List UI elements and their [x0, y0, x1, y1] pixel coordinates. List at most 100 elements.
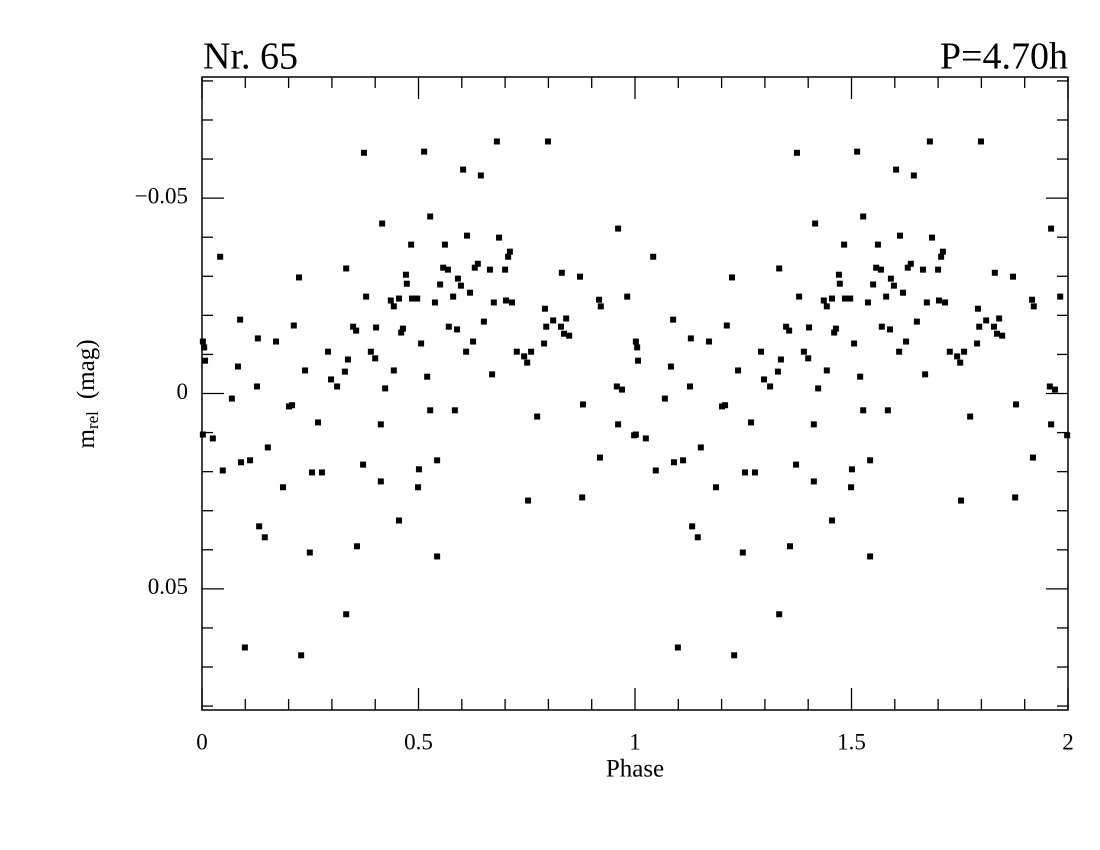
data-point — [580, 401, 587, 408]
data-point — [470, 338, 477, 345]
chart-subtitle: P=4.70h — [940, 36, 1068, 78]
data-point — [234, 363, 241, 370]
data-point — [983, 317, 990, 324]
data-point — [290, 322, 297, 329]
data-point — [652, 467, 659, 474]
x-tick-label: 0.5 — [404, 729, 433, 754]
data-point — [860, 213, 867, 220]
data-point — [354, 543, 361, 550]
data-point — [1052, 386, 1059, 393]
data-point — [767, 383, 774, 390]
data-point — [939, 248, 946, 255]
data-point — [847, 295, 854, 302]
data-point — [851, 340, 858, 347]
data-point — [241, 644, 248, 651]
data-point — [509, 299, 516, 306]
data-point — [350, 323, 357, 330]
data-point — [723, 322, 730, 329]
y-label-subscript: rel — [83, 411, 102, 429]
data-point — [741, 469, 748, 476]
data-point — [1048, 225, 1055, 232]
data-point — [758, 348, 765, 355]
data-point — [739, 549, 746, 556]
data-point — [842, 295, 849, 302]
data-point — [360, 149, 367, 156]
y-tick-label: 0 — [177, 379, 189, 404]
data-point — [577, 273, 584, 280]
data-point — [541, 305, 548, 312]
data-point — [935, 266, 942, 273]
data-point — [521, 353, 528, 360]
data-point — [534, 413, 541, 420]
data-point — [774, 368, 781, 375]
data-point — [256, 523, 263, 530]
data-point — [957, 359, 964, 366]
data-point — [528, 348, 535, 355]
data-point — [1048, 421, 1055, 428]
data-point — [687, 335, 694, 342]
data-point — [544, 138, 551, 145]
data-point — [841, 241, 848, 248]
data-point — [805, 355, 812, 362]
data-point — [502, 266, 509, 273]
data-point — [596, 454, 603, 461]
data-point — [557, 323, 564, 330]
data-point — [377, 421, 384, 428]
data-point — [486, 266, 493, 273]
data-point — [445, 323, 452, 330]
y-axis-label: mrel (mag) — [73, 339, 102, 448]
data-point — [596, 296, 603, 303]
data-point — [424, 373, 431, 380]
data-point — [650, 253, 657, 260]
data-point — [848, 466, 855, 473]
data-point — [506, 248, 513, 255]
data-point — [502, 297, 509, 304]
data-point — [302, 367, 309, 374]
data-point — [318, 469, 325, 476]
data-point — [977, 138, 984, 145]
data-point — [999, 332, 1006, 339]
data-point — [379, 220, 386, 227]
y-label-unit: (mag) — [73, 339, 100, 399]
data-point — [209, 435, 216, 442]
data-point — [398, 329, 405, 336]
data-point — [783, 323, 790, 330]
data-point — [558, 269, 565, 276]
data-point — [360, 461, 367, 468]
data-point — [619, 386, 626, 393]
data-point — [786, 327, 793, 334]
data-point — [751, 469, 758, 476]
data-point — [873, 264, 880, 271]
data-point — [408, 241, 415, 248]
data-point — [387, 297, 394, 304]
data-point — [315, 419, 322, 426]
data-point — [810, 421, 817, 428]
data-point — [942, 299, 949, 306]
data-point — [341, 368, 348, 375]
data-point — [298, 652, 305, 659]
data-point — [632, 338, 639, 345]
data-point — [926, 138, 933, 145]
data-point — [624, 293, 631, 300]
data-point — [728, 274, 735, 281]
data-point — [748, 419, 755, 426]
data-point — [923, 299, 930, 306]
data-point — [946, 348, 953, 355]
data-point — [735, 367, 742, 374]
data-point — [910, 172, 917, 179]
data-point — [1012, 494, 1019, 501]
x-tick-label: 1.5 — [837, 729, 866, 754]
data-point — [202, 357, 209, 364]
y-tick-label: 0.05 — [148, 574, 188, 599]
data-point — [328, 376, 335, 383]
data-point — [777, 356, 784, 363]
data-point — [286, 403, 293, 410]
data-point — [761, 376, 768, 383]
data-point — [890, 282, 897, 289]
data-point — [913, 318, 920, 325]
data-point — [689, 523, 696, 530]
data-point — [402, 271, 409, 278]
data-point — [867, 457, 874, 464]
data-point — [254, 335, 261, 342]
